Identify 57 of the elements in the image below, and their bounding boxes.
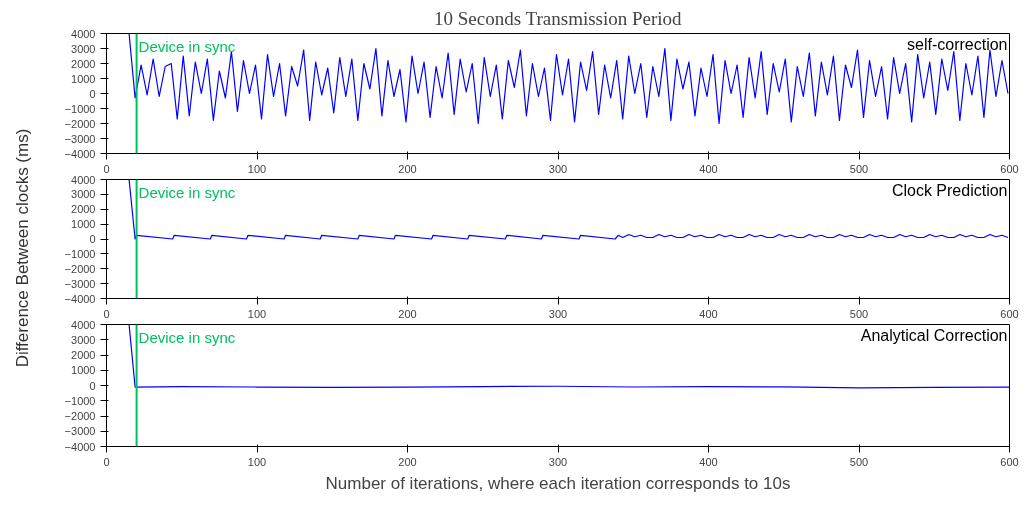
x-tick-label: 300 bbox=[548, 307, 568, 320]
x-tick-label: 600 bbox=[1000, 307, 1019, 320]
chart-title: 10 Seconds Transmission Period bbox=[434, 7, 683, 29]
y-tick-label: 2000 bbox=[71, 203, 96, 216]
x-tick-label: 200 bbox=[398, 455, 417, 468]
x-tick-label: 100 bbox=[247, 307, 267, 320]
y-tick-label: −3000 bbox=[64, 425, 96, 438]
x-tick-label: 600 bbox=[1000, 455, 1019, 468]
ref-line-label: Device in sync bbox=[138, 328, 236, 346]
x-tick-label: 500 bbox=[849, 162, 869, 175]
ref-line-label: Device in sync bbox=[138, 37, 236, 55]
x-tick-label: 200 bbox=[398, 162, 417, 175]
y-tick-label: −1000 bbox=[64, 247, 96, 260]
ref-line-label: Device in sync bbox=[138, 183, 236, 201]
y-tick-label: 3000 bbox=[71, 333, 96, 346]
y-tick-label: 3000 bbox=[71, 188, 96, 201]
y-tick-label: 4000 bbox=[71, 173, 96, 186]
x-tick-label: 0 bbox=[103, 455, 110, 468]
x-tick-label: 0 bbox=[103, 162, 110, 175]
y-tick-label: −3000 bbox=[64, 277, 96, 290]
y-tick-label: 0 bbox=[89, 233, 96, 245]
y-tick-label: 1000 bbox=[71, 364, 96, 377]
x-tick-label: 400 bbox=[699, 307, 718, 320]
annotation: Analytical Correction bbox=[860, 326, 1008, 344]
annotation: Clock Prediction bbox=[891, 181, 1008, 199]
x-tick-label: 500 bbox=[849, 307, 869, 320]
y-tick-label: 3000 bbox=[71, 42, 96, 55]
x-tick-label: 200 bbox=[398, 307, 417, 320]
y-tick-label: −4000 bbox=[64, 440, 96, 453]
y-tick-label: 4000 bbox=[71, 318, 96, 331]
x-tick-label: 400 bbox=[699, 162, 718, 175]
annotation: self-correction bbox=[907, 35, 1008, 53]
x-tick-label: 100 bbox=[247, 162, 267, 175]
y-tick-label: 2000 bbox=[71, 57, 96, 70]
x-tick-label: 300 bbox=[548, 455, 568, 468]
y-tick-label: −2000 bbox=[64, 410, 96, 422]
x-tick-label: 100 bbox=[247, 455, 267, 468]
x-tick-label: 400 bbox=[699, 455, 718, 468]
y-tick-label: −4000 bbox=[64, 292, 96, 305]
y-tick-label: −4000 bbox=[64, 147, 96, 160]
x-axis-title: Number of iterations, where each iteration corresponds to 10s bbox=[325, 473, 791, 493]
y-tick-label: −1000 bbox=[64, 394, 96, 407]
x-tick-label: 500 bbox=[849, 455, 869, 468]
y-tick-label: −1000 bbox=[64, 102, 96, 115]
y-tick-label: 0 bbox=[89, 87, 96, 100]
y-tick-label: −3000 bbox=[64, 132, 96, 145]
y-tick-label: 4000 bbox=[71, 27, 96, 40]
y-tick-label: −2000 bbox=[64, 117, 96, 130]
x-tick-label: 0 bbox=[103, 307, 110, 320]
x-tick-label: 600 bbox=[1000, 162, 1019, 175]
y-axis-title: Difference Between clocks (ms) bbox=[12, 128, 32, 368]
y-tick-label: 0 bbox=[89, 379, 96, 392]
y-tick-label: 1000 bbox=[71, 72, 96, 85]
y-tick-label: 2000 bbox=[71, 349, 96, 361]
x-tick-label: 300 bbox=[548, 162, 568, 175]
y-tick-label: 1000 bbox=[71, 218, 96, 231]
y-tick-label: −2000 bbox=[64, 262, 96, 275]
